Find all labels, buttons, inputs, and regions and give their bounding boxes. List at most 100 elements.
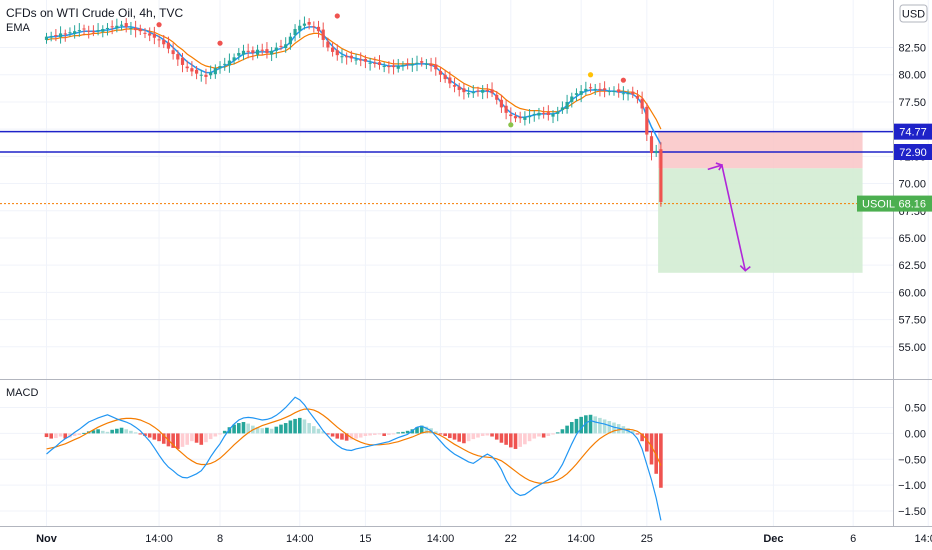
macd-histogram-bar bbox=[241, 422, 246, 434]
candle-body bbox=[260, 49, 264, 51]
time-tick-label: 15 bbox=[359, 533, 371, 545]
candle-body bbox=[420, 61, 424, 63]
candle-body bbox=[58, 33, 63, 38]
candle-body bbox=[490, 89, 494, 94]
macd-histogram-bar bbox=[368, 433, 372, 436]
level-price-label: 74.77 bbox=[899, 127, 927, 139]
candle-body bbox=[579, 91, 583, 95]
macd-histogram-bar bbox=[405, 430, 410, 434]
macd-histogram-bar bbox=[527, 433, 532, 442]
macd-histogram-bar bbox=[72, 433, 77, 436]
time-axis[interactable]: Nov 14:00 8 14:00 15 14:00 22 14:00 25 Dec 6 14:00 bbox=[36, 533, 932, 545]
candle-body bbox=[485, 89, 489, 92]
candle-body bbox=[448, 77, 452, 84]
chart-title[interactable]: CFDs on WTI Crude Oil, 4h, TVC bbox=[6, 6, 183, 20]
candle-body bbox=[101, 29, 105, 32]
currency-button[interactable] bbox=[899, 4, 928, 23]
candle-body bbox=[527, 116, 532, 118]
signal-dot bbox=[508, 122, 514, 128]
candle-body bbox=[321, 29, 325, 40]
macd-histogram-bar bbox=[171, 433, 175, 448]
indicator-ema-label[interactable]: EMA bbox=[6, 22, 31, 34]
macd-histogram-bar bbox=[630, 430, 635, 434]
candle-body bbox=[434, 64, 438, 70]
candle-body bbox=[551, 113, 555, 117]
macd-histogram-bar bbox=[283, 423, 288, 434]
candle-body bbox=[373, 62, 377, 64]
candle-body bbox=[513, 116, 518, 119]
candle-body bbox=[335, 50, 339, 56]
macd-tick-label: −1.50 bbox=[898, 506, 926, 518]
candle-body bbox=[330, 47, 335, 52]
candle-body bbox=[44, 36, 49, 40]
candle-body bbox=[588, 87, 593, 89]
price-tick-label: 57.50 bbox=[898, 315, 926, 327]
macd-histogram-bar bbox=[232, 424, 236, 434]
candle-body bbox=[401, 64, 405, 67]
macd-tick-label: −0.50 bbox=[898, 454, 926, 466]
macd-histogram-bar bbox=[208, 433, 213, 440]
candle-body bbox=[649, 136, 654, 154]
macd-histogram-bar bbox=[415, 427, 419, 434]
candle-body bbox=[307, 21, 311, 25]
macd-title[interactable]: MACD bbox=[6, 387, 38, 399]
risk-reward-zones[interactable] bbox=[658, 131, 863, 273]
last-price-value: 68.16 bbox=[898, 199, 926, 211]
candle-body bbox=[241, 50, 246, 55]
macd-histogram-bar bbox=[236, 423, 241, 434]
forecast-arrow[interactable] bbox=[707, 162, 751, 272]
candle-body bbox=[631, 91, 635, 95]
candle-body bbox=[406, 63, 410, 65]
macd-histogram-bar bbox=[635, 433, 640, 435]
candle-body bbox=[152, 33, 156, 38]
time-tick-label: Nov bbox=[36, 533, 58, 545]
macd-histogram-bar bbox=[537, 433, 541, 437]
macd-histogram-bar bbox=[443, 433, 447, 436]
candle-body bbox=[415, 62, 419, 64]
macd-histogram-bar bbox=[509, 433, 513, 448]
candle-body bbox=[63, 33, 67, 35]
candle-body bbox=[218, 66, 222, 69]
macd-histogram-bar bbox=[100, 430, 105, 434]
macd-histogram-bar bbox=[649, 433, 654, 465]
candle-body bbox=[495, 94, 499, 100]
forecast-arrowhead bbox=[739, 265, 751, 272]
macd-tick-label: 0.00 bbox=[905, 428, 926, 440]
macd-histogram-bar bbox=[133, 432, 138, 434]
macd-histogram-bar bbox=[659, 433, 663, 488]
macd-histogram-bar bbox=[58, 433, 63, 437]
macd-histogram-bar bbox=[433, 431, 438, 434]
macd-histogram-bar bbox=[321, 431, 326, 434]
macd-pane[interactable] bbox=[0, 380, 893, 526]
time-tick-label: 22 bbox=[505, 533, 517, 545]
macd-series bbox=[44, 396, 663, 521]
time-tick-label: 14:00 bbox=[427, 533, 455, 545]
candle-body bbox=[105, 27, 110, 30]
macd-histogram-bar bbox=[269, 428, 274, 434]
macd-histogram-bar bbox=[124, 429, 129, 434]
macd-histogram-bar bbox=[574, 418, 579, 434]
price-tick-label: 70.00 bbox=[898, 179, 926, 191]
macd-axis[interactable]: 0.50 0.00 −0.50 −1.00 −1.50 bbox=[898, 403, 926, 519]
horizontal-levels[interactable] bbox=[0, 130, 893, 205]
candle-body bbox=[119, 24, 124, 26]
candle-body bbox=[546, 112, 550, 115]
macd-histogram-bar bbox=[513, 433, 518, 449]
time-tick-label: 14:00 bbox=[914, 533, 932, 545]
macd-histogram-bar bbox=[185, 433, 189, 445]
candle-body bbox=[481, 89, 485, 93]
candle-body bbox=[166, 42, 171, 49]
candle-body bbox=[635, 95, 640, 99]
signal-dot bbox=[587, 72, 594, 78]
macd-histogram-bar bbox=[598, 417, 602, 434]
candle-body bbox=[223, 63, 227, 65]
time-tick-label: 14:00 bbox=[567, 533, 595, 545]
candle-body bbox=[157, 39, 161, 41]
signal-dot bbox=[620, 77, 626, 83]
candle-body bbox=[82, 28, 86, 30]
candle-body bbox=[129, 27, 133, 29]
macd-histogram-bar bbox=[302, 419, 307, 434]
macd-histogram-bar bbox=[279, 424, 283, 434]
candle-body bbox=[162, 39, 166, 45]
